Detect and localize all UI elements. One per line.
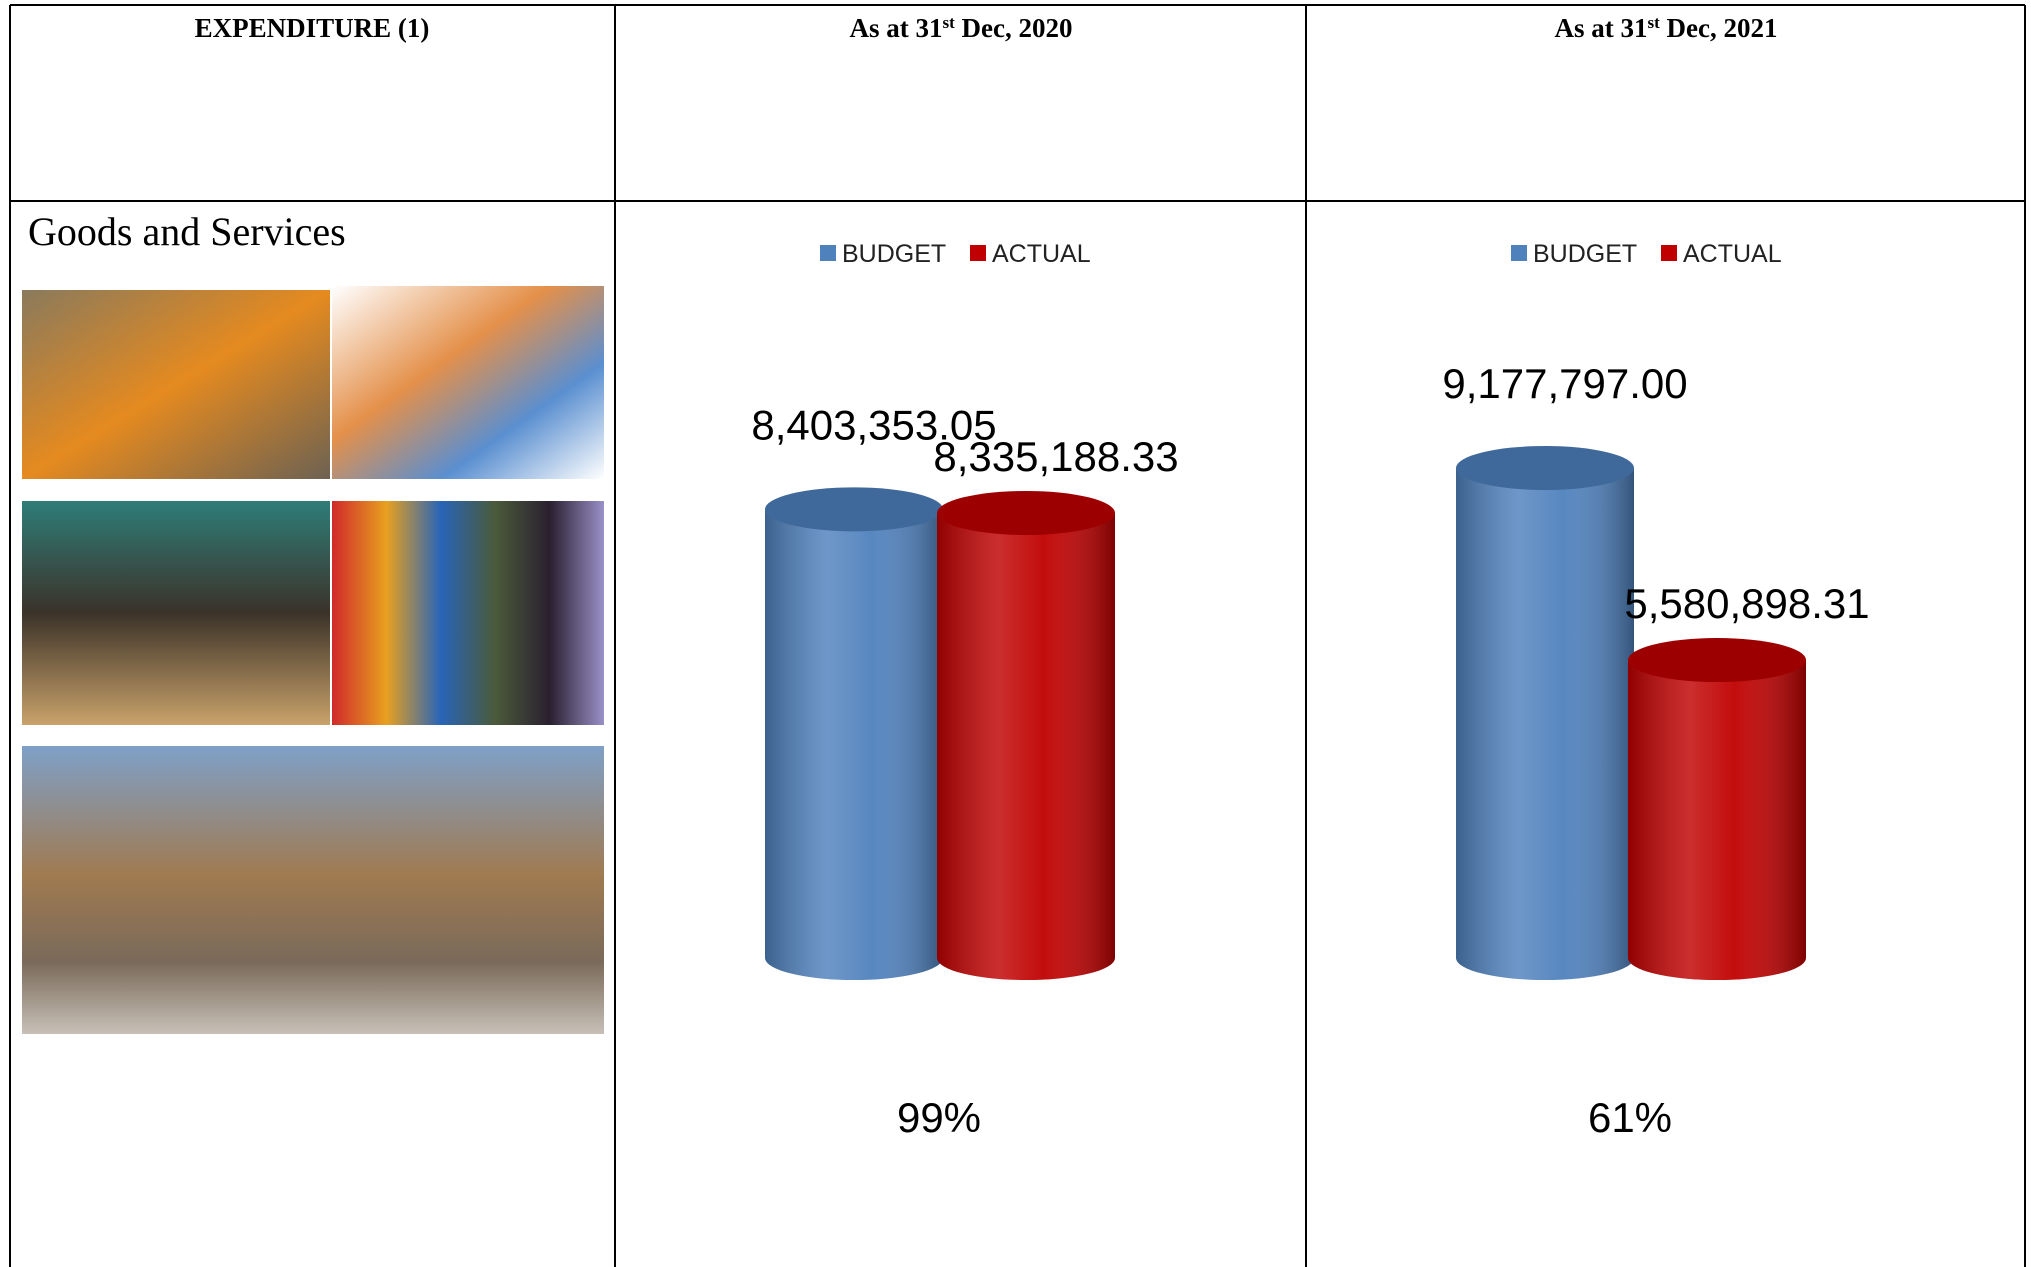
header-text: As at 31 — [850, 13, 943, 43]
photo — [22, 290, 330, 479]
legend-swatch — [1661, 245, 1677, 261]
header-text: Dec, 2020 — [955, 13, 1073, 43]
photo — [22, 746, 604, 1034]
header-sup: st — [943, 13, 956, 32]
cylinder-shade — [1628, 660, 1806, 980]
header-text: As at 31 — [1555, 13, 1648, 43]
legend-label: ACTUAL — [992, 240, 1091, 268]
photos — [22, 286, 604, 1034]
photo — [22, 501, 330, 725]
annotation: 61% — [1588, 1094, 1672, 1141]
legend-swatch — [1511, 245, 1527, 261]
photo — [332, 286, 604, 479]
legend-swatch — [970, 245, 986, 261]
data-label: 8,403,353.05 — [751, 401, 996, 448]
data-label: 9,177,797.00 — [1442, 360, 1687, 407]
cylinder-top — [1456, 446, 1634, 490]
cylinder-top — [765, 487, 943, 532]
header-cell: As at 31st Dec, 2021 — [1555, 13, 1778, 43]
legend-label: BUDGET — [842, 240, 946, 268]
cylinder-shade — [937, 512, 1115, 980]
header-cell: EXPENDITURE (1) — [195, 13, 430, 43]
legend-label: ACTUAL — [1683, 240, 1782, 268]
legend-label: BUDGET — [1533, 240, 1637, 268]
cylinder-top-shade — [1628, 638, 1806, 683]
row-label: Goods and Services — [28, 209, 346, 254]
table-grid — [9, 4, 2026, 1267]
cylinder-top-shade — [765, 487, 943, 532]
data-label: 5,580,898.31 — [1624, 580, 1869, 627]
cylinder-top-shade — [937, 490, 1115, 535]
cylinder-top — [937, 490, 1115, 535]
legend-swatch — [820, 245, 836, 261]
cylinder-shade — [1456, 468, 1634, 980]
data-label: 8,335,188.33 — [933, 433, 1178, 480]
cylinder-top-shade — [1456, 446, 1634, 490]
photo — [332, 501, 604, 725]
header-sup: st — [1648, 13, 1661, 32]
cylinder-top — [1628, 638, 1806, 683]
annotation: 99% — [897, 1094, 981, 1141]
header-cell: As at 31st Dec, 2020 — [850, 13, 1073, 43]
header-text: Dec, 2021 — [1660, 13, 1778, 43]
cylinder-shade — [765, 509, 943, 980]
